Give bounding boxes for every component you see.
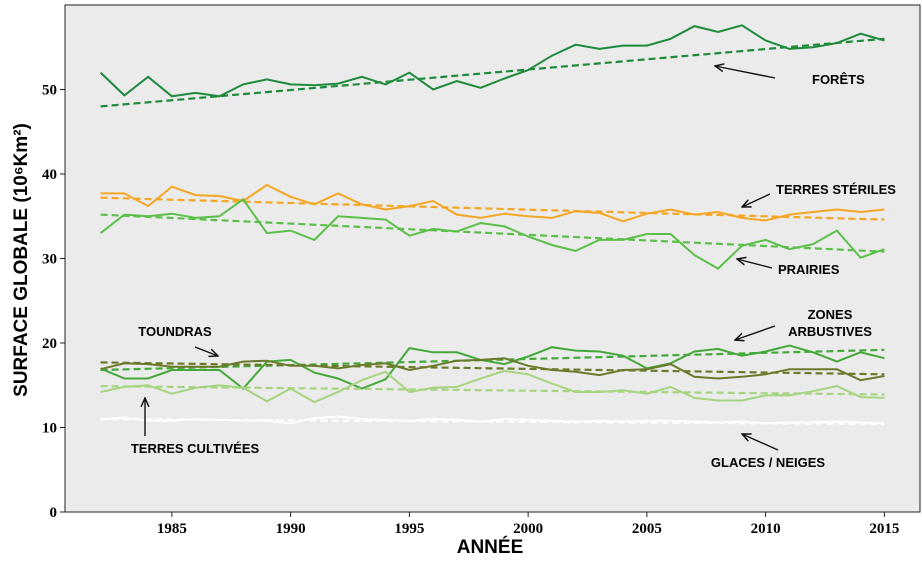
series-label: ZONES ARBUSTIVES bbox=[788, 307, 872, 339]
y-tick-label: 20 bbox=[42, 336, 57, 352]
y-tick-label: 10 bbox=[42, 421, 57, 437]
x-tick-label: 2010 bbox=[751, 521, 781, 537]
series-label: PRAIRIES bbox=[778, 262, 840, 277]
series-line bbox=[99, 24, 885, 98]
annotation-arrow bbox=[735, 325, 776, 340]
trend-line bbox=[100, 385, 885, 396]
series-line bbox=[100, 344, 885, 390]
trend-line bbox=[100, 196, 885, 221]
trend-line bbox=[100, 37, 885, 108]
series-line bbox=[100, 357, 885, 382]
trend-line bbox=[100, 361, 885, 376]
series-line bbox=[99, 197, 885, 270]
x-tick-label: 1985 bbox=[157, 521, 187, 537]
annotation-arrow bbox=[742, 434, 779, 451]
series-line bbox=[100, 183, 885, 223]
annotation-arrow bbox=[715, 66, 776, 79]
x-tick-label: 1990 bbox=[276, 521, 306, 537]
y-tick-label: 50 bbox=[42, 83, 57, 99]
y-axis-label: SURFACE GLOBALE (10⁶Km²) bbox=[11, 123, 32, 397]
y-tick-label: 0 bbox=[50, 505, 58, 521]
x-tick-label: 1995 bbox=[394, 521, 424, 537]
series-line bbox=[100, 369, 885, 404]
y-tick-label: 40 bbox=[42, 167, 57, 183]
x-tick-label: 2005 bbox=[632, 521, 662, 537]
annotation-arrow bbox=[742, 193, 771, 207]
series-line bbox=[100, 415, 885, 425]
annotation-arrow bbox=[737, 259, 773, 269]
series-label: GLACES / NEIGES bbox=[711, 455, 825, 470]
plot-area bbox=[64, 4, 921, 513]
x-axis-label: ANNÉE bbox=[457, 536, 524, 558]
x-tick-label: 2015 bbox=[869, 521, 899, 537]
y-tick-label: 30 bbox=[42, 252, 57, 268]
series-label: TOUNDRAS bbox=[138, 324, 212, 339]
x-tick-label: 2000 bbox=[513, 521, 543, 537]
series-label: FORÊTS bbox=[812, 72, 865, 87]
annotation-arrow bbox=[194, 346, 218, 356]
series-label: TERRES CULTIVÉES bbox=[131, 441, 260, 456]
series-label-line: ARBUSTIVES bbox=[788, 324, 872, 339]
series-label: TERRES STÉRILES bbox=[776, 182, 896, 197]
trend-line bbox=[100, 213, 885, 253]
series-label-line: ZONES bbox=[808, 307, 853, 322]
